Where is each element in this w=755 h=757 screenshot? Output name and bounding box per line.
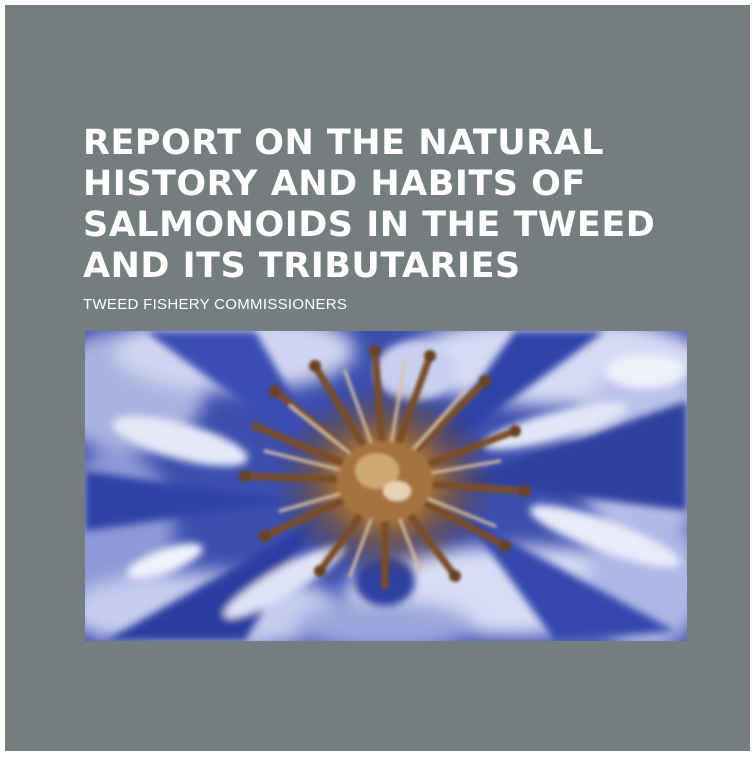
book-title: REPORT ON THE NATURAL HISTORY AND HABITS…	[83, 123, 723, 287]
book-cover: REPORT ON THE NATURAL HISTORY AND HABITS…	[5, 5, 750, 751]
book-author: TWEED FISHERY COMMISSIONERS	[83, 296, 348, 313]
book-title-line: AND ITS TRIBUTARIES	[83, 246, 521, 286]
cover-flower-image	[85, 331, 687, 641]
book-title-line: SALMONOIDS IN THE TWEED	[83, 205, 656, 245]
book-title-line: HISTORY AND HABITS OF	[83, 164, 586, 204]
book-title-line: REPORT ON THE NATURAL	[83, 123, 604, 163]
